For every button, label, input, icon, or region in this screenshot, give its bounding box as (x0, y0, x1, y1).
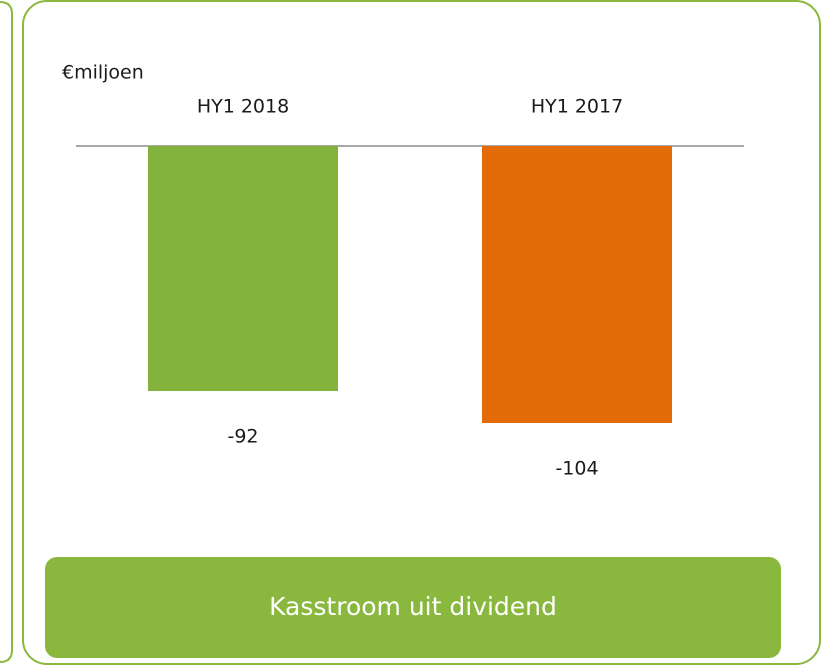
side-panel-border (0, 1, 13, 663)
unit-label: €miljoen (62, 62, 144, 84)
footer-text: Kasstroom uit dividend (269, 592, 557, 621)
category-label: HY1 2017 (531, 96, 623, 118)
value-label: -92 (227, 426, 258, 448)
value-label: -104 (555, 458, 598, 480)
bar (148, 146, 338, 392)
bar (482, 146, 672, 423)
footer-banner (45, 557, 781, 658)
category-label: HY1 2018 (197, 96, 289, 118)
